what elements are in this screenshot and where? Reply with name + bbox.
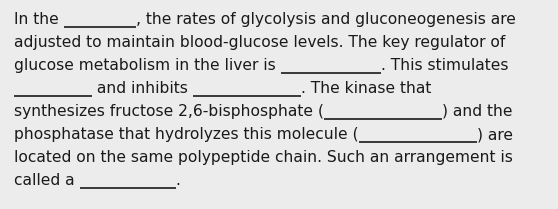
Text: ) are: ) are bbox=[477, 127, 513, 142]
Text: called a: called a bbox=[14, 173, 79, 188]
Text: synthesizes fructose 2,6-bisphosphate (: synthesizes fructose 2,6-bisphosphate ( bbox=[14, 104, 324, 119]
Text: adjusted to maintain blood-glucose levels. The key regulator of: adjusted to maintain blood-glucose level… bbox=[14, 35, 506, 50]
Text: located on the same polypeptide chain. Such an arrangement is: located on the same polypeptide chain. S… bbox=[14, 150, 513, 165]
Text: phosphatase that hydrolyzes this molecule (: phosphatase that hydrolyzes this molecul… bbox=[14, 127, 359, 142]
Text: , the rates of glycolysis and gluconeogenesis are: , the rates of glycolysis and gluconeoge… bbox=[136, 12, 516, 27]
Text: In the: In the bbox=[14, 12, 64, 27]
Text: ) and the: ) and the bbox=[442, 104, 512, 119]
Text: . This stimulates: . This stimulates bbox=[381, 58, 508, 73]
Text: .: . bbox=[176, 173, 180, 188]
Text: and inhibits: and inhibits bbox=[92, 81, 193, 96]
Text: . The kinase that: . The kinase that bbox=[301, 81, 431, 96]
Text: glucose metabolism in the liver is: glucose metabolism in the liver is bbox=[14, 58, 281, 73]
